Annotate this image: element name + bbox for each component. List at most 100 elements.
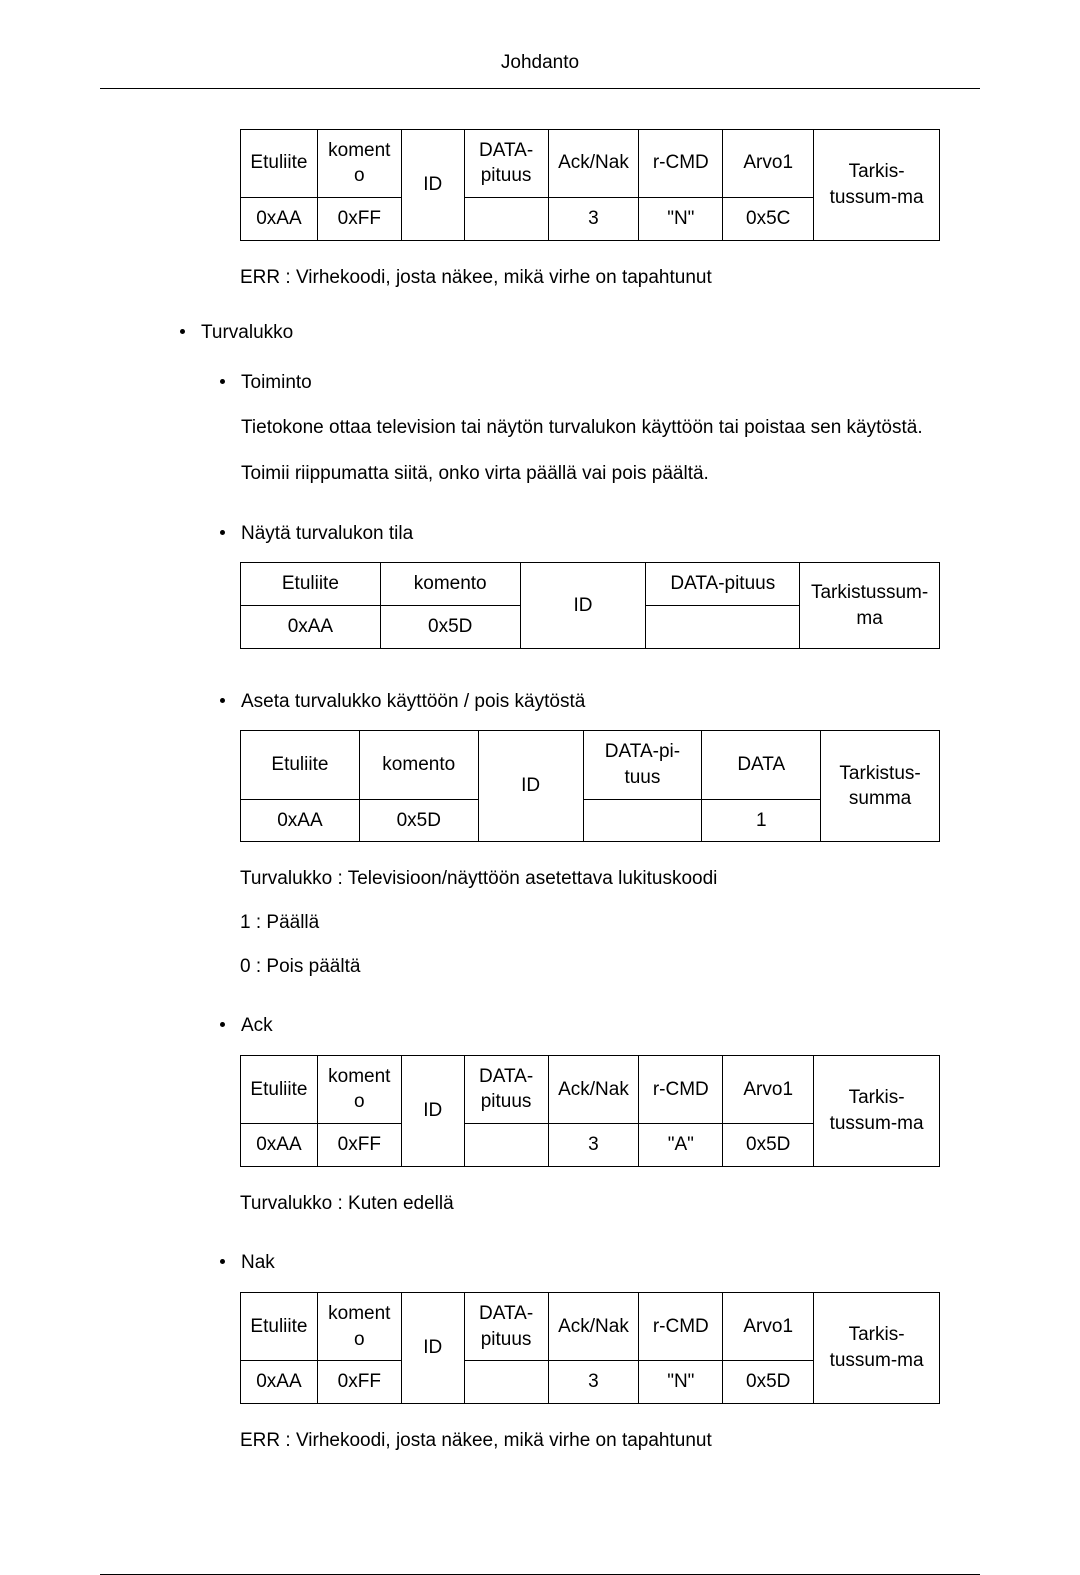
table-cell: 0xAA [241,799,360,842]
subsection-nak: Nak [220,1250,980,1276]
table-header: ID [520,563,646,648]
ack-note: Turvalukko : Kuten edellä [240,1191,940,1217]
table-header: Ack/Nak [548,1055,639,1123]
table-cell: "A" [639,1124,723,1167]
table-header: Etuliite [241,731,360,799]
table-top: EtuliitekomentoIDDATA-pituusAck/Nakr-CMD… [240,129,940,241]
subsection-nayta-tila: Näytä turvalukon tila [220,521,980,547]
bullet-icon [220,1022,225,1027]
table-header: Etuliite [241,1055,318,1123]
table-header: DATA-pituus [464,129,548,197]
subsection-title: Aseta turvalukko käyttöön / pois käytöst… [241,689,585,715]
table-header: komento [380,563,520,606]
table-cell [464,197,548,240]
table-cell: 0xAA [241,606,381,649]
table-header: r-CMD [639,129,723,197]
subsection-title: Ack [241,1013,273,1039]
subsection-ack: Ack [220,1013,980,1039]
table-cell: 0x5C [723,197,814,240]
table-header: Ack/Nak [548,1293,639,1361]
table-header: komento [359,731,478,799]
table-header: DATA-pi-tuus [583,731,702,799]
toiminto-p1: Tietokone ottaa television tai näytön tu… [241,415,940,441]
table-header: Arvo1 [723,1293,814,1361]
table-cell [464,1361,548,1404]
table-cell: 3 [548,1124,639,1167]
table-header: Ack/Nak [548,129,639,197]
table-cell: 0x5D [723,1361,814,1404]
page-header: Johdanto [100,50,980,89]
footer-rule [100,1574,980,1575]
table-cell: 0xAA [241,1124,318,1167]
table-header: Arvo1 [723,129,814,197]
nak-note: ERR : Virhekoodi, josta näkee, mikä virh… [240,1428,940,1454]
subsection-aseta: Aseta turvalukko käyttöön / pois käytöst… [220,689,980,715]
table-cell: 0xAA [241,1361,318,1404]
bullet-icon [180,329,185,334]
table-header: Etuliite [241,1293,318,1361]
bullet-icon [220,698,225,703]
table-header: DATA-pituus [646,563,800,606]
table-nak: EtuliitekomentoIDDATA-pituusAck/Nakr-CMD… [240,1292,940,1404]
table-cell: 0x5D [723,1124,814,1167]
table-header: DATA-pituus [464,1055,548,1123]
table-cell [464,1124,548,1167]
table-cell: 3 [548,1361,639,1404]
table-header: ID [478,731,583,842]
table-cell: 3 [548,197,639,240]
bullet-icon [220,379,225,384]
section-turvalukko: Turvalukko [180,320,980,346]
table-cell: 0x5D [359,799,478,842]
table-header: komento [317,1293,401,1361]
bullet-icon [220,1259,225,1264]
table-header: Tarkis-tussum-ma [814,1055,940,1166]
toiminto-p2: Toimii riippumatta siitä, onko virta pää… [241,461,940,487]
table-header: r-CMD [639,1293,723,1361]
table-ack-wrap: EtuliitekomentoIDDATA-pituusAck/Nakr-CMD… [240,1055,940,1167]
table-cell: 0xAA [241,197,318,240]
table-cell [646,606,800,649]
table-cell: 1 [702,799,821,842]
section-title: Turvalukko [201,320,293,346]
table-cell [583,799,702,842]
table-cell: 0xFF [317,197,401,240]
bullet-icon [220,530,225,535]
table-header: komento [317,1055,401,1123]
table-header: DATA-pituus [464,1293,548,1361]
aseta-note-1: 1 : Päällä [240,910,940,936]
table-header: komento [317,129,401,197]
table-header: Tarkistus-summa [821,731,940,842]
table-header: DATA [702,731,821,799]
table-header: ID [401,1055,464,1166]
table-nak-wrap: EtuliitekomentoIDDATA-pituusAck/Nakr-CMD… [240,1292,940,1404]
table-aseta-wrap: EtuliitekomentoIDDATA-pi-tuusDATATarkist… [240,730,940,842]
table-header: Tarkis-tussum-ma [814,1293,940,1404]
table-header: r-CMD [639,1055,723,1123]
table-header: Tarkis-tussum-ma [814,129,940,240]
note-err-top: ERR : Virhekoodi, josta näkee, mikä virh… [240,265,940,291]
document-page: Johdanto EtuliitekomentoIDDATA-pituusAck… [0,0,1080,1514]
table-cell: "N" [639,197,723,240]
table-cell: 0xFF [317,1124,401,1167]
table-cell: 0xFF [317,1361,401,1404]
table-ack: EtuliitekomentoIDDATA-pituusAck/Nakr-CMD… [240,1055,940,1167]
subsection-toiminto: Toiminto [220,370,980,396]
subsection-title: Toiminto [241,370,312,396]
aseta-note-0: 0 : Pois päältä [240,954,940,980]
table-aseta: EtuliitekomentoIDDATA-pi-tuusDATATarkist… [240,730,940,842]
table-top-wrap: EtuliitekomentoIDDATA-pituusAck/Nakr-CMD… [240,129,940,241]
table-header: ID [401,129,464,240]
table-nayta-wrap: EtuliitekomentoIDDATA-pituusTarkistussum… [240,562,940,648]
subsection-title: Nak [241,1250,275,1276]
subsection-title: Näytä turvalukon tila [241,521,413,547]
aseta-note-code: Turvalukko : Televisioon/näyttöön asetet… [240,866,940,892]
table-header: Etuliite [241,129,318,197]
header-title: Johdanto [501,52,579,73]
table-header: Etuliite [241,563,381,606]
table-header: ID [401,1293,464,1404]
table-cell: "N" [639,1361,723,1404]
table-header: Arvo1 [723,1055,814,1123]
table-cell: 0x5D [380,606,520,649]
table-nayta: EtuliitekomentoIDDATA-pituusTarkistussum… [240,562,940,648]
table-header: Tarkistussum-ma [800,563,940,648]
